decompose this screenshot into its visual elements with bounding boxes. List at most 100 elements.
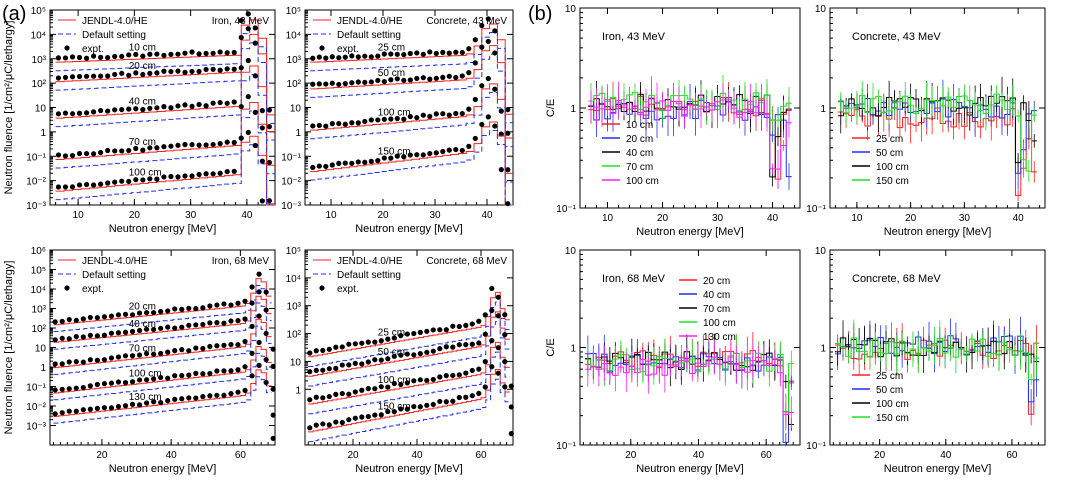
expt-point [228,302,234,308]
expt-point [249,323,255,329]
expt-point [168,143,174,149]
expt-point [179,324,185,330]
expt-point [323,123,329,129]
expt-point [122,380,129,386]
x-tick-label: 20 [905,213,917,224]
expt-point [59,361,65,367]
expt-point [66,316,72,323]
series-label: 100 cm [378,107,411,118]
expt-point [498,108,504,114]
expt-point [224,66,230,72]
expt-point [378,338,384,344]
expt-point [316,54,322,60]
legend-swatch-expt [64,45,70,51]
expt-point [346,417,352,423]
expt-point [193,345,199,351]
expt-point [221,301,227,307]
expt-point [495,313,501,319]
expt-point [391,335,397,341]
expt-point [407,152,413,158]
expt-point [115,379,122,385]
ratio-line [838,93,1037,172]
expt-point [175,174,181,180]
expt-point [411,403,417,410]
expt-point [489,307,495,314]
expt-point [342,81,348,87]
expt-point [80,384,86,391]
y-tick-label: 10³ [32,305,47,316]
legend: 20 cm 40 cm 70 cm 100 cm 130 cm [679,276,736,343]
legend-swatch-expt [64,285,70,291]
series-label: 70 cm [129,343,156,354]
expt-point [485,38,491,45]
y-tick-label: 1 [295,128,301,139]
expt-point [182,69,188,75]
chart-b-concrete-43: 10 20 30 40 10⁻¹ 1 10 Neutron energy [MeV] Concr… [806,4,1046,238]
expt-point [112,179,118,185]
expt-point [495,294,501,300]
expt-point [83,181,90,188]
expt-point [193,306,199,312]
expt-point [151,326,157,333]
expt-point [221,320,227,326]
y-tick-label: 1 [570,104,576,115]
expt-point [407,113,413,120]
legend: JENDL-4.0/HE Default setting expt. [58,256,148,295]
expt-point [375,158,381,164]
expt-point [73,317,79,323]
x-tick-label: 30 [185,210,197,221]
series-label: 50 cm [378,68,405,79]
expt-point [203,103,209,109]
expt-point [381,155,387,161]
expt-point [172,373,178,379]
expt-point [217,170,223,176]
expt-point [446,50,452,56]
expt-point [391,408,397,415]
expt-point [355,79,361,85]
expt-point [417,404,423,410]
expt-point [122,403,129,409]
chart-title: Concrete, 43 MeV [426,16,507,27]
expt-point [242,338,248,345]
expt-point [498,167,504,173]
y-tick-label: 10² [32,79,47,90]
expt-point [450,372,456,379]
expt-point [189,103,195,109]
expt-point [362,159,368,165]
expt-point [55,55,62,61]
expt-point [189,173,195,179]
expt-point [140,177,146,183]
expt-point [217,49,223,55]
y-tick-label: 10⁻² [281,177,301,188]
expt-point [508,404,514,410]
expt-point [59,335,65,341]
expt-point [172,348,178,354]
expt-point [375,117,381,123]
expt-point [242,298,248,304]
expt-point [55,152,62,158]
expt-point [472,96,478,103]
y-tick-label: 10 [290,104,302,115]
chart-title: Iron, 68 MeV [212,256,270,267]
expt-point [66,408,72,414]
expt-point [210,141,216,148]
expt-point [476,366,482,372]
expt-point [266,107,272,113]
expt-point [69,111,76,117]
expt-point [228,318,234,324]
x-tick-label: 20 [657,213,669,224]
expt-point [165,398,171,404]
expt-point [238,135,244,141]
expt-point [256,313,262,319]
expt-point [336,160,342,166]
expt-point [217,99,223,106]
expt-point [430,376,436,383]
expt-point [210,171,216,177]
expt-point [385,384,391,390]
expt-point [375,53,381,59]
expt-point [453,49,459,55]
expt-point [320,421,326,427]
expt-point [479,83,485,89]
expt-point [352,341,358,347]
series-label: 20 cm [129,61,156,72]
